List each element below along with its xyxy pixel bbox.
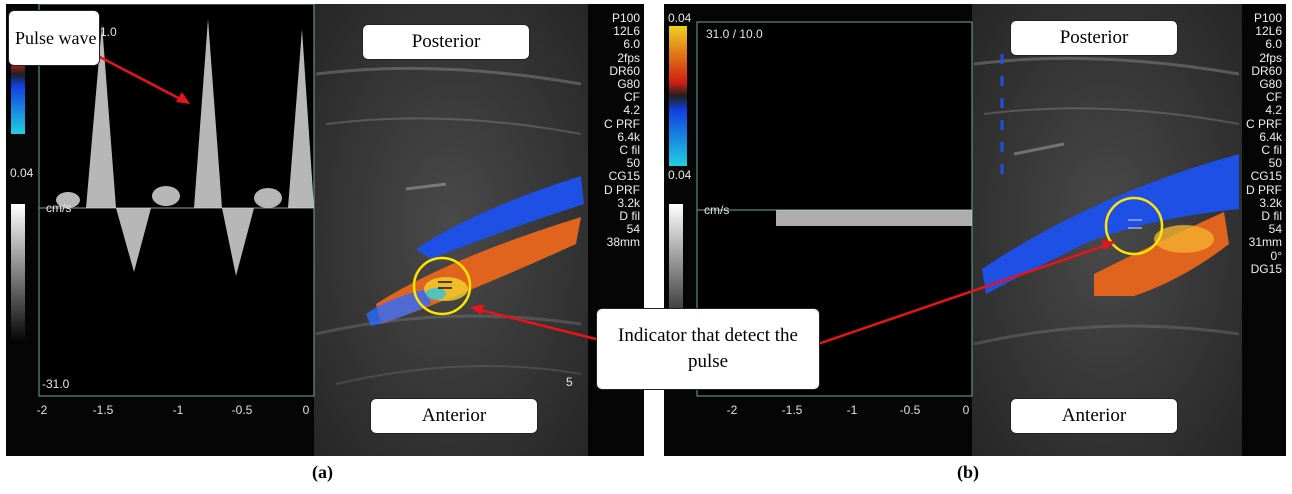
vein-flow-b — [982, 154, 1239, 294]
caption-a: (a) — [312, 462, 333, 482]
time-tick: -1 — [173, 403, 184, 417]
cf-readout-b: 31.0 / 10.0 — [706, 27, 763, 41]
setting-item: 6.0 — [1265, 37, 1282, 52]
setting-item: DG15 — [1250, 261, 1282, 276]
setting-item: 2fps — [1259, 50, 1282, 65]
velocity-min-a: -31.0 — [42, 377, 70, 391]
velocity-unit-a: cm/s — [46, 201, 71, 215]
time-axis-a: -2 -1.5 -1 -0.5 0 — [37, 403, 310, 417]
setting-item: P100 — [1253, 11, 1282, 25]
setting-item: 12L6 — [1255, 24, 1282, 39]
setting-item: CF — [1266, 90, 1282, 105]
tissue-texture-b — [973, 56, 1240, 346]
setting-item: CG15 — [608, 169, 640, 184]
setting-item: 12L6 — [613, 24, 640, 39]
scale-mid-b: 0.04 — [668, 168, 692, 182]
setting-item: 4.2 — [1265, 103, 1282, 118]
panel-a-graphics: -2 -1.5 -1 -0.5 0 cm/s -31.0 0.04 1.0 5 — [10, 4, 597, 456]
setting-item: C fil — [619, 143, 640, 158]
cf-readout-a: 1.0 — [100, 25, 117, 39]
velocity-unit-b: cm/s — [704, 203, 729, 217]
indicator-circle-a — [412, 256, 472, 316]
setting-item: 3.2k — [1259, 195, 1282, 210]
scale-value-a: 0.04 — [10, 166, 34, 180]
time-tick: -2 — [727, 403, 738, 417]
time-tick: -2 — [37, 403, 48, 417]
label-posterior-a: Posterior — [362, 24, 530, 60]
label-posterior-b: Posterior — [1010, 20, 1178, 56]
callout-pulse-wave: Pulse wave — [8, 10, 100, 66]
color-velocity-scale-b — [669, 26, 687, 166]
setting-item: 50 — [626, 156, 640, 171]
setting-item: C PRF — [1246, 116, 1282, 131]
settings-list-a: P100 12L6 6.0 2fps DR60 G80 CF 4.2 C PRF… — [584, 11, 640, 250]
callout-indicator: Indicator that detect the pulse — [596, 308, 820, 390]
time-tick: 0 — [963, 403, 970, 417]
setting-item: 31mm — [1248, 235, 1282, 250]
setting-item: 0° — [1270, 248, 1282, 263]
time-tick: 0 — [303, 403, 310, 417]
depth-marker-a: 5 — [566, 375, 573, 389]
setting-item: CF — [624, 90, 640, 105]
setting-item: 54 — [1268, 222, 1282, 237]
setting-item: 6.4k — [1259, 129, 1282, 144]
setting-item: 50 — [1268, 156, 1282, 171]
setting-item: CG15 — [1250, 169, 1282, 184]
setting-item: 4.2 — [623, 103, 640, 118]
time-tick: -1.5 — [93, 403, 114, 417]
setting-item: 2fps — [617, 50, 640, 65]
pulse-waveform-b — [776, 210, 972, 226]
time-tick: -1.5 — [782, 403, 803, 417]
grayscale-bar-a — [11, 204, 25, 344]
pulse-waveform-a — [56, 19, 314, 276]
setting-item: G80 — [1259, 77, 1282, 92]
setting-item: D fil — [1261, 209, 1282, 224]
setting-item: P100 — [611, 11, 640, 25]
settings-list-b: P100 12L6 6.0 2fps DR60 G80 CF 4.2 C PRF… — [1230, 11, 1282, 276]
arrow-indicator-a — [475, 307, 597, 341]
setting-item: 54 — [626, 222, 640, 237]
ultrasound-panel-a: -2 -1.5 -1 -0.5 0 cm/s -31.0 0.04 1.0 5 … — [6, 4, 644, 456]
setting-item: C PRF — [604, 116, 640, 131]
setting-item: D fil — [619, 209, 640, 224]
setting-item: G80 — [617, 77, 640, 92]
setting-item: 6.0 — [623, 37, 640, 52]
scale-top-b: 0.04 — [668, 11, 692, 25]
setting-item: DR60 — [1251, 63, 1282, 78]
indicator-circle-b — [1104, 196, 1164, 256]
setting-item: C fil — [1261, 143, 1282, 158]
setting-item: 3.2k — [617, 195, 640, 210]
caption-b: (b) — [957, 462, 979, 482]
time-tick: -0.5 — [900, 403, 921, 417]
tissue-texture-a — [315, 66, 582, 385]
setting-item: 6.4k — [617, 129, 640, 144]
time-tick: -0.5 — [232, 403, 253, 417]
time-tick: -1 — [847, 403, 858, 417]
label-anterior-b: Anterior — [1010, 398, 1178, 434]
setting-item: 38mm — [606, 235, 640, 250]
arrow-indicator-b — [817, 242, 1111, 346]
setting-item: D PRF — [604, 182, 640, 197]
vein-flow-a — [416, 176, 584, 259]
time-axis-b: -2 -1.5 -1 -0.5 0 — [727, 403, 970, 417]
label-anterior-a: Anterior — [370, 398, 538, 434]
arrow-pulse-a — [93, 52, 187, 104]
setting-item: DR60 — [609, 63, 640, 78]
setting-item: D PRF — [1246, 182, 1282, 197]
